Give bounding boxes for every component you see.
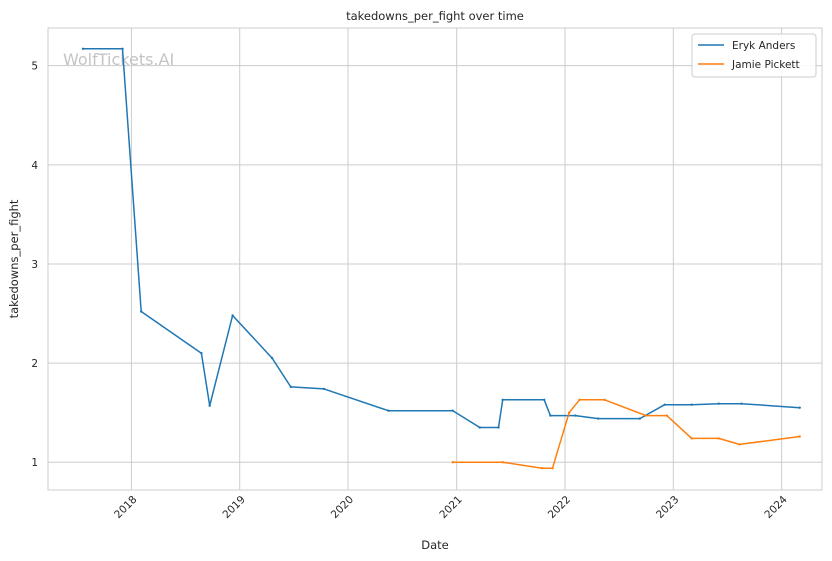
data-point <box>540 467 544 470</box>
data-point <box>644 414 648 417</box>
data-point <box>497 426 500 429</box>
data-point <box>231 314 234 317</box>
data-point <box>551 467 554 470</box>
series-line-eryk-anders <box>83 48 800 429</box>
y-axis-ticks: 1 2 3 4 5 <box>31 61 38 470</box>
data-point <box>387 409 390 412</box>
chart-title: takedowns_per_fight over time <box>346 9 524 23</box>
watermark-text: WolfTickets.AI <box>63 50 174 69</box>
y-tick-label: 1 <box>31 457 38 469</box>
data-point <box>549 414 552 417</box>
data-point <box>690 437 693 440</box>
data-point <box>208 404 211 407</box>
data-point <box>501 461 504 464</box>
data-point <box>798 406 801 409</box>
data-point <box>567 411 571 414</box>
data-point <box>451 409 454 412</box>
data-point <box>738 443 741 446</box>
data-point <box>543 398 546 401</box>
plot-frame <box>47 27 823 491</box>
y-tick-label: 3 <box>31 259 38 271</box>
data-point <box>665 414 668 417</box>
data-point <box>798 435 801 438</box>
data-point <box>200 352 203 355</box>
data-point <box>717 437 720 440</box>
y-tick-label: 5 <box>31 61 38 73</box>
data-point <box>574 414 577 417</box>
gridlines <box>48 28 822 490</box>
data-point <box>121 47 124 50</box>
y-tick-label: 2 <box>31 358 38 370</box>
data-point <box>140 310 143 313</box>
y-axis-label: takedowns_per_fight <box>7 199 21 318</box>
data-point <box>451 461 454 464</box>
data-point <box>578 398 581 401</box>
data-point <box>289 385 292 389</box>
series-lines <box>81 47 801 470</box>
data-point <box>717 402 720 405</box>
data-point <box>322 387 326 391</box>
data-point <box>501 398 504 401</box>
legend-label-eryk-anders: Eryk Anders <box>732 40 795 52</box>
data-point <box>740 402 743 405</box>
legend: Eryk Anders Jamie Pickett <box>691 33 817 78</box>
data-point <box>81 47 85 50</box>
x-axis-label: Date <box>421 538 449 552</box>
data-point <box>690 403 693 406</box>
data-point <box>597 417 600 420</box>
data-point <box>603 398 606 401</box>
data-point <box>638 417 641 420</box>
data-point <box>478 426 481 429</box>
data-point <box>663 403 666 406</box>
y-tick-label: 4 <box>31 160 38 172</box>
data-point <box>270 356 274 360</box>
legend-label-jamie-pickett: Jamie Pickett <box>731 59 800 71</box>
